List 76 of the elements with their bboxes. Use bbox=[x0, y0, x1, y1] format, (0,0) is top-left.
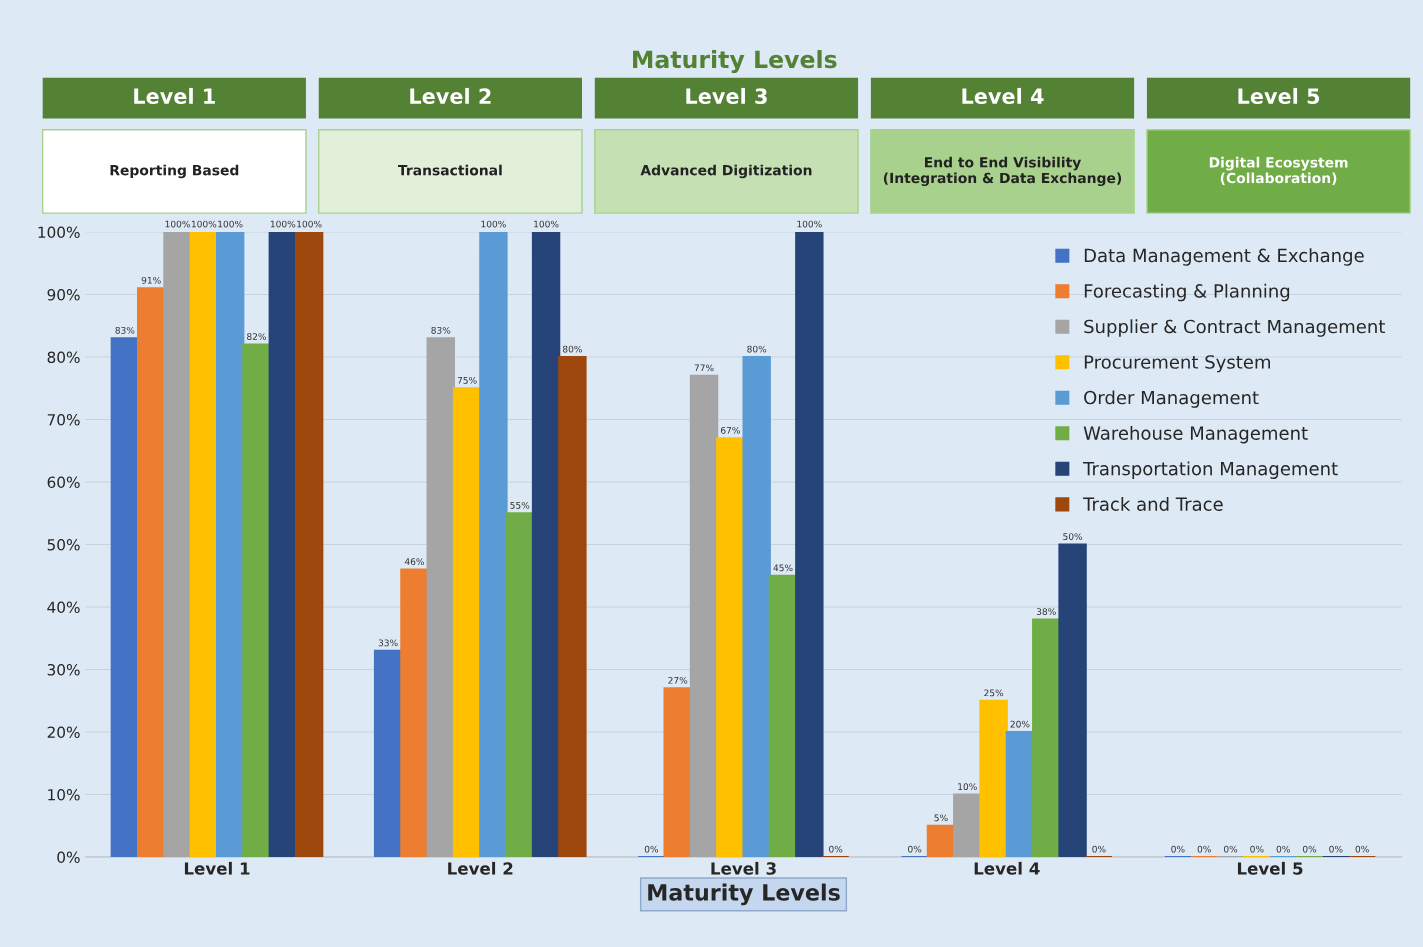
y-tick-label: 20% bbox=[47, 726, 80, 739]
data-label: 100% bbox=[534, 220, 559, 228]
x-axis-title: Maturity Levels bbox=[648, 883, 840, 906]
data-label: 100% bbox=[270, 220, 296, 228]
text: Level 3 bbox=[686, 87, 767, 105]
data-label: 77% bbox=[694, 364, 714, 372]
data-label: 10% bbox=[958, 783, 977, 791]
y-tick-label: 40% bbox=[47, 601, 80, 614]
legend-label: Warehouse Management bbox=[1083, 425, 1308, 444]
data-label: 25% bbox=[984, 689, 1004, 697]
x-tick-label: Level 1 bbox=[184, 861, 250, 875]
data-label: 83% bbox=[431, 326, 451, 334]
data-label: 0% bbox=[1197, 845, 1211, 853]
data-label: 100% bbox=[297, 220, 322, 228]
x-tick-label: Level 3 bbox=[711, 861, 776, 875]
legend-label: Forecasting & Planning bbox=[1084, 283, 1290, 302]
x-tick-label: Level 4 bbox=[974, 861, 1040, 875]
data-label: 55% bbox=[510, 501, 530, 509]
data-label: 82% bbox=[247, 333, 267, 340]
text: Reporting Based bbox=[110, 164, 239, 179]
chart-title: Maturity Levels bbox=[633, 50, 837, 74]
data-label: 0% bbox=[1223, 845, 1238, 853]
data-label: 0% bbox=[1355, 845, 1369, 853]
data-label: 83% bbox=[115, 326, 135, 334]
data-label: 45% bbox=[773, 564, 793, 572]
data-label: 0% bbox=[1171, 845, 1185, 853]
legend-label: Track and Trace bbox=[1083, 496, 1223, 511]
data-label: 0% bbox=[644, 845, 659, 853]
x-tick-label: Level 5 bbox=[1237, 861, 1303, 875]
text: Level 4 bbox=[962, 87, 1044, 105]
data-label: 46% bbox=[404, 558, 424, 565]
data-label: 100% bbox=[218, 220, 243, 228]
legend-label: Transportation Management bbox=[1083, 461, 1338, 479]
data-label: 80% bbox=[747, 345, 767, 353]
data-label: 100% bbox=[797, 220, 822, 228]
text: Level 5 bbox=[1238, 87, 1320, 105]
text: Digital Ecosystem (Collaboration) bbox=[1209, 156, 1348, 185]
data-label: 27% bbox=[668, 676, 688, 684]
text: Level 2 bbox=[410, 87, 491, 105]
y-tick-label: 60% bbox=[47, 476, 80, 489]
y-tick-label: 30% bbox=[47, 663, 80, 676]
text: Transactional bbox=[398, 164, 502, 176]
text: Advanced Digitization bbox=[640, 164, 812, 179]
y-tick-label: 100% bbox=[38, 226, 80, 239]
legend-label: Supplier & Contract Management bbox=[1084, 319, 1385, 337]
data-label: 38% bbox=[1036, 608, 1056, 615]
data-label: 20% bbox=[1010, 720, 1030, 728]
text: Level 1 bbox=[134, 87, 215, 105]
data-label: 0% bbox=[1329, 845, 1343, 853]
data-label: 5% bbox=[934, 814, 948, 822]
legend-label: Data Management & Exchange bbox=[1084, 248, 1364, 266]
y-tick-label: 70% bbox=[47, 413, 80, 426]
x-tick-label: Level 2 bbox=[448, 861, 513, 875]
data-label: 0% bbox=[1092, 845, 1106, 853]
data-label: 100% bbox=[165, 220, 190, 228]
data-label: 0% bbox=[908, 845, 922, 853]
data-label: 33% bbox=[378, 639, 398, 647]
data-label: 91% bbox=[141, 276, 161, 284]
data-label: 0% bbox=[1250, 845, 1264, 853]
legend-label: Procurement System bbox=[1084, 355, 1270, 373]
legend-label: Order Management bbox=[1084, 390, 1259, 408]
data-label: 100% bbox=[481, 220, 506, 228]
data-label: 0% bbox=[1276, 845, 1290, 853]
y-tick-label: 0% bbox=[57, 851, 80, 864]
text: End to End Visibility (Integration & Data Exchange) bbox=[883, 156, 1122, 187]
y-tick-label: 90% bbox=[47, 288, 80, 301]
data-label: 67% bbox=[720, 426, 740, 434]
y-tick-label: 50% bbox=[47, 538, 80, 551]
data-label: 50% bbox=[1063, 533, 1083, 540]
data-label: 75% bbox=[457, 376, 477, 384]
y-tick-label: 10% bbox=[48, 789, 80, 801]
y-tick-label: 80% bbox=[47, 351, 80, 364]
data-label: 0% bbox=[1302, 845, 1317, 853]
data-label: 100% bbox=[191, 220, 217, 228]
data-label: 80% bbox=[562, 345, 582, 353]
data-label: 0% bbox=[829, 845, 843, 853]
